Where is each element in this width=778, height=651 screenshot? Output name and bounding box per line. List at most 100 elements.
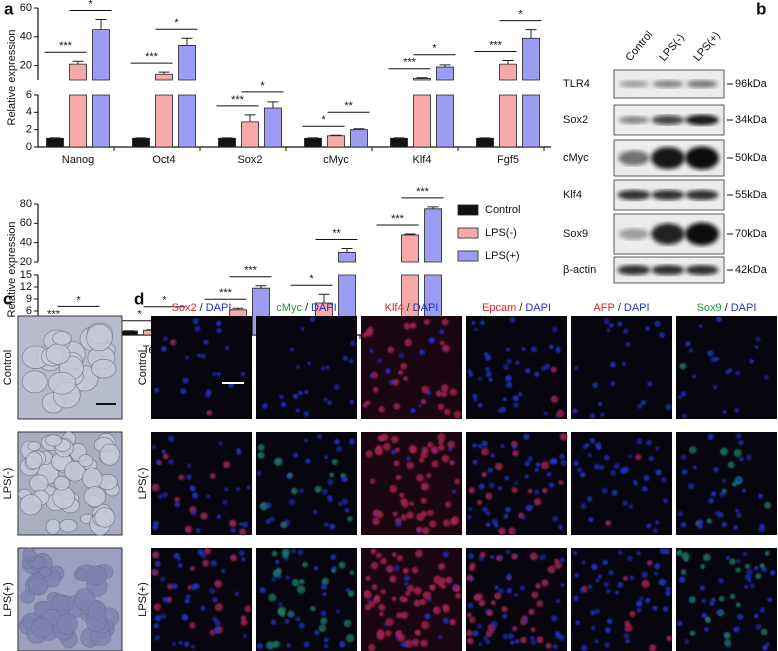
marker-signal bbox=[278, 606, 287, 615]
lane-label: LPS(-) bbox=[657, 32, 687, 64]
nucleus bbox=[554, 631, 560, 637]
nucleus bbox=[321, 365, 326, 371]
nucleus bbox=[200, 605, 206, 611]
marker-signal bbox=[368, 600, 376, 608]
nucleus bbox=[477, 444, 483, 449]
nucleus bbox=[265, 502, 272, 509]
nucleus bbox=[194, 325, 201, 332]
blot-band bbox=[651, 115, 685, 125]
marker-signal bbox=[623, 575, 629, 581]
nucleus bbox=[639, 596, 644, 602]
nucleus bbox=[534, 371, 540, 377]
nucleus bbox=[505, 375, 512, 382]
nucleus bbox=[504, 475, 510, 481]
nucleus bbox=[186, 474, 192, 480]
marker-signal bbox=[413, 599, 422, 607]
cell bbox=[73, 568, 87, 581]
nucleus bbox=[220, 568, 226, 574]
nucleus bbox=[744, 584, 749, 589]
nucleus bbox=[603, 581, 610, 588]
nucleus bbox=[636, 600, 643, 607]
nucleus bbox=[243, 634, 247, 638]
nucleus bbox=[617, 581, 624, 588]
column-header: Sox9/DAPI bbox=[697, 302, 757, 314]
marker-signal bbox=[200, 512, 209, 520]
marker-signal bbox=[646, 559, 653, 566]
cell bbox=[56, 613, 78, 635]
nucleus bbox=[736, 512, 742, 518]
blot-band bbox=[686, 80, 718, 88]
nucleus bbox=[746, 454, 752, 461]
nucleus bbox=[707, 433, 714, 440]
marker-signal bbox=[409, 501, 415, 507]
nucleus bbox=[654, 320, 661, 327]
nucleus bbox=[453, 583, 458, 588]
nucleus bbox=[183, 641, 190, 647]
nucleus bbox=[552, 515, 559, 522]
nucleus bbox=[295, 616, 301, 622]
nucleus bbox=[738, 440, 744, 446]
blot-band bbox=[617, 189, 651, 201]
marker-signal bbox=[729, 558, 736, 565]
nucleus bbox=[589, 413, 596, 419]
nucleus bbox=[525, 367, 531, 374]
nucleus bbox=[556, 599, 561, 604]
marker-signal bbox=[449, 388, 458, 396]
nucleus bbox=[665, 586, 671, 592]
nucleus bbox=[636, 438, 643, 445]
counterstain-name: DAPI bbox=[731, 302, 757, 314]
nucleus bbox=[206, 494, 211, 499]
nucleus bbox=[716, 316, 723, 323]
blot-size: 55kDa bbox=[735, 189, 768, 201]
nucleus bbox=[417, 403, 422, 408]
nucleus bbox=[709, 601, 715, 606]
nucleus bbox=[754, 345, 759, 350]
marker-signal bbox=[376, 628, 386, 638]
nucleus bbox=[508, 633, 515, 640]
nucleus bbox=[286, 643, 292, 648]
cell bbox=[45, 518, 61, 535]
nucleus bbox=[189, 485, 196, 492]
cell bbox=[78, 454, 94, 468]
marker-signal bbox=[486, 609, 494, 617]
marker-signal bbox=[455, 592, 462, 600]
error-bar bbox=[427, 206, 439, 209]
nucleus bbox=[191, 492, 199, 499]
marker-signal bbox=[406, 461, 415, 470]
marker-name: AFP bbox=[593, 302, 614, 314]
blot-protein: Klf4 bbox=[563, 189, 582, 201]
marker-signal bbox=[287, 472, 294, 479]
marker-name: cMyc bbox=[276, 302, 302, 314]
marker-signal bbox=[624, 623, 633, 633]
nucleus bbox=[575, 620, 580, 625]
nucleus bbox=[330, 554, 337, 560]
column-header: AFP / DAPI bbox=[593, 302, 649, 314]
nucleus bbox=[499, 555, 503, 560]
marker-signal bbox=[469, 616, 476, 624]
separator: / bbox=[305, 302, 309, 314]
nucleus bbox=[530, 639, 537, 645]
marker-signal bbox=[390, 435, 399, 444]
nucleus bbox=[681, 469, 688, 475]
marker-signal bbox=[190, 566, 196, 572]
nucleus bbox=[580, 503, 587, 510]
nucleus bbox=[725, 555, 730, 560]
marker-signal bbox=[556, 409, 565, 418]
marker-signal bbox=[679, 362, 687, 370]
bar bbox=[304, 137, 322, 148]
blot-band bbox=[651, 146, 685, 170]
nucleus bbox=[478, 483, 485, 490]
marker-signal bbox=[422, 526, 430, 535]
nucleus bbox=[168, 459, 174, 465]
nucleus bbox=[633, 482, 638, 486]
nucleus bbox=[324, 455, 329, 460]
marker-signal bbox=[370, 561, 379, 570]
nucleus bbox=[316, 434, 322, 440]
column-header: Klf4/DAPI bbox=[385, 302, 439, 314]
marker-signal bbox=[468, 486, 476, 494]
y-tick-label: 40 bbox=[20, 31, 32, 43]
nucleus bbox=[519, 585, 526, 591]
marker-signal bbox=[466, 629, 474, 637]
bar bbox=[327, 135, 345, 148]
